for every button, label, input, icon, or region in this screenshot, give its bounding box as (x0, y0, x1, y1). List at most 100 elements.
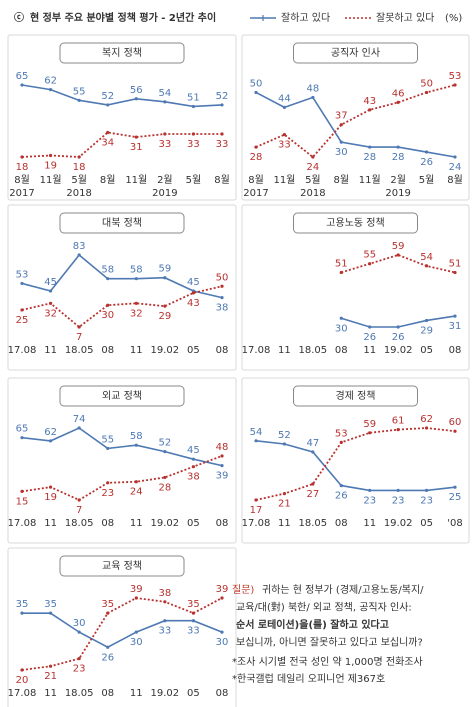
data-label: 65 (16, 424, 29, 435)
data-point (453, 429, 457, 433)
data-point (134, 277, 138, 281)
x-tick-label: 8월 (248, 174, 264, 186)
data-point (368, 145, 372, 149)
legend-label: 잘못하고 있다 (376, 11, 434, 24)
data-label: 26 (101, 652, 114, 663)
data-point (368, 488, 372, 492)
x-tick-label: 11 (130, 518, 143, 529)
data-point (424, 426, 429, 430)
data-label: 46 (392, 88, 405, 99)
data-label: 30 (73, 618, 86, 629)
data-point (396, 325, 400, 329)
question-line: 귀하는 현 정부가 (경제/고용노동/복지/ (262, 583, 424, 596)
data-label: 45 (44, 277, 57, 288)
data-label: 30 (130, 637, 143, 648)
data-point (254, 145, 258, 149)
copyright-mark: ⓒ (14, 11, 24, 24)
data-label: 35 (44, 599, 57, 610)
data-label: 54 (158, 88, 171, 99)
footnote: *한국갤럽 데일리 오피니언 제367호 (232, 673, 385, 685)
data-label: 15 (16, 496, 29, 507)
data-point (163, 132, 167, 136)
data-point (339, 484, 343, 488)
x-tick-year: 2019 (385, 188, 410, 199)
data-point (368, 325, 372, 329)
data-point (163, 475, 167, 480)
data-point (191, 611, 196, 615)
data-point (311, 482, 315, 486)
data-label: 44 (278, 93, 291, 104)
data-point (191, 619, 196, 623)
data-label: 60 (449, 417, 462, 428)
data-label: 48 (216, 442, 229, 453)
data-label: 61 (392, 416, 405, 427)
panel-title: 복지 정책 (102, 47, 142, 59)
data-label: 48 (306, 83, 319, 94)
x-tick-label: 5월 (419, 174, 435, 186)
data-point (20, 611, 24, 615)
x-tick-label: 18.05 (65, 688, 94, 699)
data-point (368, 262, 372, 266)
series-line (255, 427, 456, 501)
x-tick-label: 8월 (100, 174, 116, 186)
series-line (21, 455, 223, 502)
x-tick-label: 05 (420, 345, 433, 356)
data-point (163, 276, 167, 280)
x-tick-label: 17.08 (242, 345, 271, 356)
panel-title: 경제 정책 (336, 389, 376, 402)
data-point (20, 83, 24, 87)
data-label: 20 (16, 675, 29, 686)
series-line (21, 427, 223, 467)
data-point (20, 668, 24, 672)
x-tick-label: 18.05 (65, 345, 94, 356)
data-label: 33 (216, 139, 229, 150)
data-point (191, 457, 196, 461)
footnote: *조사 시기별 전국 성인 약 1,000명 전화조사 (232, 656, 423, 668)
data-point (77, 426, 81, 430)
data-point (20, 308, 24, 312)
unit-label: (%) (445, 13, 462, 24)
x-tick-label: 19.02 (151, 345, 180, 356)
data-point (20, 489, 24, 494)
data-point (254, 439, 258, 443)
series-line (21, 285, 223, 329)
data-label: 39 (130, 584, 143, 595)
data-label: 39 (216, 584, 229, 595)
x-tick-label: 05 (187, 688, 200, 699)
data-label: 45 (187, 445, 200, 456)
data-label: 21 (44, 671, 57, 682)
x-tick-label: 5월 (305, 174, 321, 186)
x-tick-label: 19.02 (384, 518, 413, 529)
data-label: 55 (101, 434, 114, 445)
series-line (22, 612, 223, 649)
data-point (453, 270, 457, 275)
x-tick-label: 08 (101, 345, 114, 356)
data-point (191, 132, 196, 136)
x-tick-label: 11 (278, 518, 291, 529)
x-tick-label: 11 (278, 345, 291, 356)
data-label: 33 (158, 626, 171, 637)
panel-title-box (59, 385, 185, 407)
data-point (134, 443, 138, 447)
series-line (255, 84, 456, 159)
data-label: 28 (363, 152, 376, 163)
x-tick-label: 08 (335, 345, 348, 356)
panel-title-box (59, 212, 185, 234)
data-label: 28 (250, 152, 263, 163)
data-point (77, 630, 81, 634)
data-label: 24 (306, 162, 319, 173)
data-label: 62 (44, 76, 57, 87)
data-point (311, 450, 315, 454)
data-label: 29 (158, 311, 171, 322)
data-point (220, 464, 224, 468)
data-label: 38 (187, 472, 200, 483)
data-label: 17 (250, 505, 263, 516)
series-line (21, 253, 223, 299)
data-point (106, 611, 110, 615)
x-tick-label: 08 (216, 518, 229, 529)
data-label: 47 (306, 438, 319, 449)
x-tick-label: 17.08 (242, 518, 271, 529)
data-label: 21 (278, 499, 291, 510)
data-point (77, 155, 81, 159)
data-label: 39 (216, 471, 229, 482)
